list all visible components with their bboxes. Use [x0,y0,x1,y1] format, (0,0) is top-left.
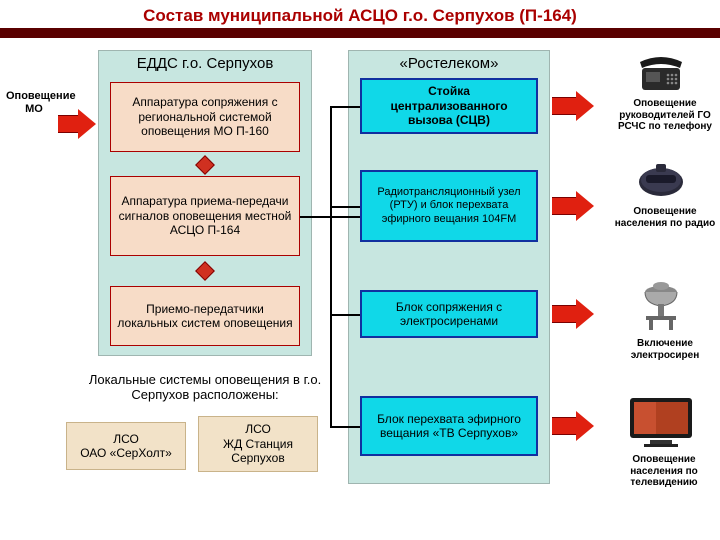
connector-stub [330,314,360,316]
page-title: Состав муниципальной АСЦО г.о. Серпухов … [0,6,720,26]
panel-rostelekom-title: «Ростелеком» [349,55,549,72]
title-underline [0,28,720,38]
siren-icon [636,278,686,337]
lso-box-serholt: ЛСО ОАО «СерХолт» [66,422,186,470]
connector-stub [330,426,360,428]
rt-box-scv: Стойка централизованного вызова (СЦВ) [360,78,538,134]
rt-box-siren: Блок сопряжения с электросиренами [360,290,538,338]
lso-box-railway: ЛСО ЖД Станция Серпухов [198,416,318,472]
edds-box-p164: Аппаратура приема-передачи сигналов опов… [110,176,300,256]
right-label-siren: Включение электросирен [614,338,716,361]
edds-box-p160: Аппаратура сопряжения с региональной сис… [110,82,300,152]
connector-stub [330,106,360,108]
connector-stub [330,206,360,208]
radio-icon [636,160,686,205]
footer-text: Локальные системы оповещения в г.о. Серп… [70,372,340,402]
panel-edds-title: ЕДДС г.о. Серпухов [99,55,311,72]
right-label-phone: Оповещение руководителей ГО РСЧС по теле… [614,98,716,133]
rt-box-rtu: Радиотрансляционный узел (РТУ) и блок пе… [360,170,538,242]
phone-icon [636,50,686,99]
edds-box-local: Приемо-передатчики локальных систем опов… [110,286,300,346]
tv-icon [626,394,696,453]
right-label-radio: Оповещение населения по радио [614,206,716,229]
right-label-tv: Оповещение населения по телевидению [610,454,718,489]
rt-box-tv: Блок перехвата эфирного вещания «ТВ Серп… [360,396,538,456]
left-input-label: Оповещение МО [6,90,62,115]
